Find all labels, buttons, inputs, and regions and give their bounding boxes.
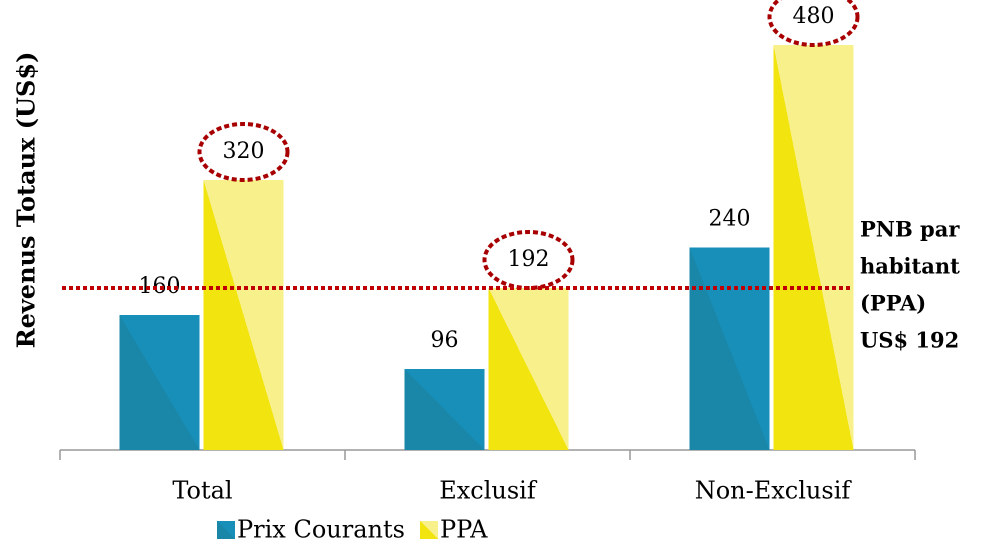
data-label: 480 <box>793 4 835 29</box>
bar <box>488 288 569 450</box>
data-label: 96 <box>431 328 459 353</box>
data-label: 192 <box>508 247 550 272</box>
bar <box>404 369 485 450</box>
legend-swatch <box>420 521 438 539</box>
legend-label: Prix Courants <box>237 516 405 543</box>
x-tick-label: Exclusif <box>439 477 538 505</box>
data-label: 160 <box>139 274 181 299</box>
data-label: 240 <box>709 207 751 232</box>
data-label: 320 <box>223 139 265 164</box>
reference-label: habitant <box>860 254 960 279</box>
highlight-circle <box>197 122 290 182</box>
bar <box>689 247 770 450</box>
reference-label: PNB par <box>860 217 960 242</box>
legend-label: PPA <box>440 516 488 543</box>
legend-swatch <box>217 521 235 539</box>
reference-label: US$ 192 <box>860 328 959 353</box>
bar <box>119 315 200 450</box>
reference-label: (PPA) <box>860 291 926 316</box>
x-tick-label: Total <box>172 477 232 505</box>
highlight-circle <box>482 230 575 290</box>
bar <box>203 180 284 450</box>
y-axis-title: Revenus Totaux (US$) <box>12 52 41 349</box>
bar <box>773 45 854 450</box>
x-tick-label: Non-Exclusif <box>695 477 853 505</box>
highlight-circle <box>767 0 860 47</box>
